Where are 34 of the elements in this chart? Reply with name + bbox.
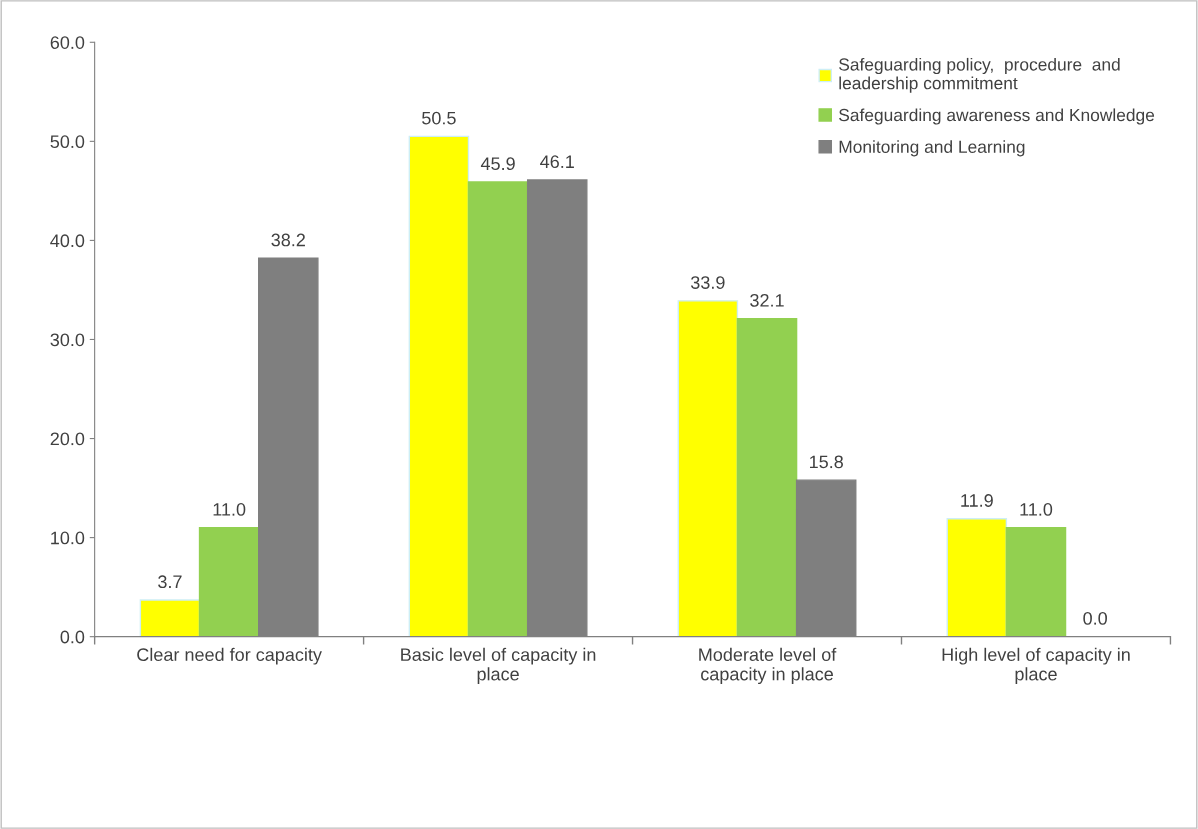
data-label: 3.7: [158, 575, 182, 589]
data-label: 38.2: [271, 233, 305, 247]
bar: [677, 300, 739, 637]
bar: [946, 518, 1008, 637]
bar: [408, 135, 470, 637]
y-tick-label: 20.0: [50, 432, 85, 446]
data-label: 11.9: [961, 494, 993, 507]
data-label: 33.9: [690, 276, 725, 289]
y-tick-label: 30.0: [50, 333, 85, 347]
x-tick-label: Clear need for capacity: [137, 647, 322, 665]
data-label: 0.0: [1083, 611, 1107, 625]
bar: [736, 317, 798, 637]
bar: [1005, 527, 1067, 637]
bar: [198, 527, 260, 637]
data-label: 15.8: [810, 455, 843, 469]
y-tick-label: 0.0: [60, 630, 85, 644]
y-tick-label: 60.0: [50, 36, 85, 49]
bar: [139, 599, 201, 637]
y-tick-label: 50.0: [50, 135, 85, 149]
legend-label: Safeguarding policy, procedure and leadership commitment: [839, 57, 1120, 93]
legend-label: Safeguarding awareness and Knowledge: [839, 108, 1155, 125]
data-label: 50.5: [422, 111, 456, 125]
data-label: 11.0: [1020, 503, 1053, 516]
y-tick-label: 40.0: [50, 234, 85, 248]
data-label: 11.0: [213, 503, 246, 516]
x-tick-label: Basic level of capacity in place: [401, 647, 596, 685]
y-tick-label: 10.0: [51, 531, 85, 545]
x-tick-label: Moderate level of capacity in place: [699, 647, 837, 685]
legend-label: Monitoring and Learning: [839, 140, 1025, 157]
data-label: 46.1: [540, 155, 574, 169]
bar: [467, 181, 529, 637]
data-label: 32.1: [750, 293, 784, 307]
data-label: 45.9: [480, 157, 515, 171]
x-tick-label: High level of capacity in place: [942, 647, 1130, 685]
